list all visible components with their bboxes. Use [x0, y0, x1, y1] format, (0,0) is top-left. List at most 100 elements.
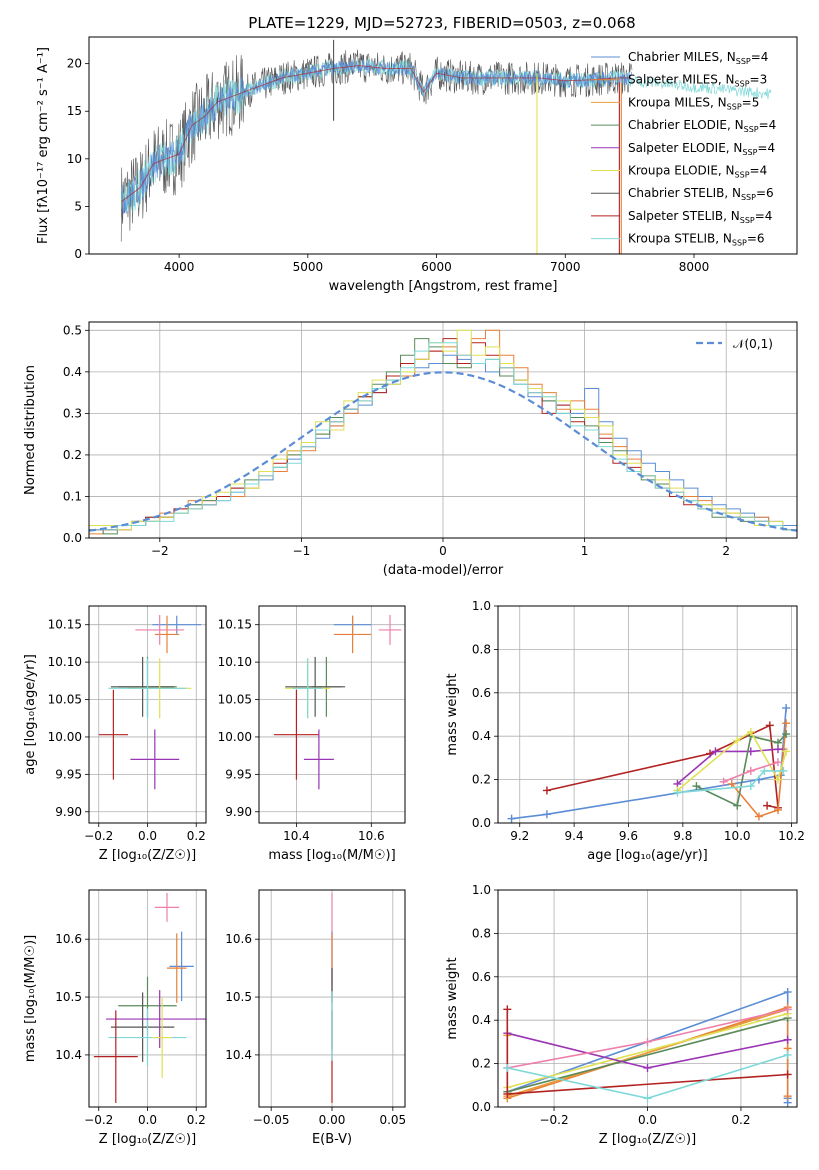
y-tick-label: 0.4 [472, 729, 491, 743]
weight-marker [765, 721, 774, 730]
plot-area-age_vs_mass [273, 614, 402, 790]
legend-label: Chabrier ELODIE, NSSP=4 [628, 118, 776, 134]
x-tick-label: 10.2 [778, 829, 805, 843]
y-tick-label: 10.15 [48, 618, 82, 632]
weight-marker [773, 738, 782, 747]
y-tick-label: 0.2 [63, 448, 82, 462]
weight-marker [783, 1092, 792, 1101]
weight-marker [727, 779, 736, 788]
normal-curve [89, 371, 797, 532]
x-tick-label: 7000 [550, 260, 581, 274]
y-tick-label: 10.05 [48, 693, 82, 707]
x-axis-label: (data-model)/error [383, 563, 504, 578]
weight-marker [760, 766, 769, 775]
weight-marker [783, 1035, 792, 1044]
x-tick-label: −0.05 [253, 1113, 290, 1127]
errorbar [135, 614, 185, 645]
y-tick-label: 9.95 [225, 767, 252, 781]
plot-area-spectrum [120, 39, 772, 254]
x-tick-label: 0.0 [138, 829, 157, 843]
legend-nssp: =4 [759, 118, 777, 132]
y-tick-label: 5 [74, 199, 82, 213]
legend-subscript: SSP [742, 148, 757, 157]
y-tick-label: 10 [67, 152, 82, 166]
y-tick-label: 0.8 [472, 926, 491, 940]
weight-marker [746, 782, 755, 791]
legend-subscript: SSP [735, 80, 750, 89]
y-tick-label: 0 [74, 247, 82, 261]
weight-marker [733, 736, 742, 745]
legend-name: Kroupa STELIB, N [628, 232, 732, 246]
weight-marker [773, 758, 782, 767]
legend-nssp: =3 [750, 73, 768, 87]
errorbar [292, 658, 323, 719]
legend-subscript: SSP [736, 57, 751, 66]
y-axis-label: mass weight [445, 673, 460, 755]
x-tick-label: −2 [151, 544, 169, 558]
legend-label: Chabrier MILES, NSSP=4 [628, 50, 768, 66]
legend-label: Kroupa STELIB, NSSP=6 [628, 232, 765, 248]
axes-frame [258, 605, 406, 824]
errorbar [285, 656, 346, 717]
y-tick-label: 10.10 [48, 655, 82, 669]
spectrum-line-red [629, 75, 772, 100]
legend-name: Chabrier STELIB, N [628, 186, 741, 200]
y-axis-label: mass weight [445, 957, 460, 1039]
legend-name: Salpeter MILES, N [628, 73, 735, 87]
y-tick-label: 10.00 [218, 730, 252, 744]
x-tick-label: 0.05 [379, 1113, 406, 1127]
x-tick-label: 4000 [164, 260, 195, 274]
weight-marker [773, 805, 782, 814]
x-tick-label: 0 [439, 544, 447, 558]
legend-label: Chabrier STELIB, NSSP=6 [628, 186, 774, 202]
chart-age_vs_Z: −0.2 0.0 0.2 9.90 9.95 10.00 10.05 10.10 10.15 Z … [23, 605, 207, 863]
y-tick-label: 9.90 [225, 805, 252, 819]
legend-nssp: =4 [755, 209, 773, 223]
y-tick-label: 0.3 [63, 406, 82, 420]
x-tick-label: 10.0 [724, 829, 751, 843]
axes-frame [88, 605, 207, 824]
plot-area-weight_vs_age [507, 703, 791, 823]
y-tick-label: 10.15 [218, 618, 252, 632]
errorbar [130, 729, 180, 790]
weight-marker [783, 987, 792, 996]
legend-nssp: =6 [756, 186, 774, 200]
y-tick-label: 0.6 [472, 970, 491, 984]
legend-name: Salpeter STELIB, N [628, 209, 740, 223]
weight-marker [782, 719, 791, 728]
spectrum-line [120, 49, 633, 242]
weight-marker [763, 801, 772, 810]
errorbar [152, 615, 202, 634]
y-tick-label: 15 [67, 104, 82, 118]
y-tick-label: 0.2 [472, 1057, 491, 1071]
y-axis-label: mass [log₁₀(M/M☉)] [23, 935, 38, 1062]
chart-weight_vs_Z: −0.2 0.0 0.2 0.0 0.2 0.4 0.6 0.8 1.0 Z [log₁₀(Z/Z… [445, 883, 798, 1147]
legend-subscript: SSP [744, 125, 759, 134]
x-tick-label: 1 [581, 544, 589, 558]
weight-marker [673, 788, 682, 797]
x-tick-label: 9.6 [619, 829, 638, 843]
weight-marker [719, 777, 728, 786]
residual-legend: 𝒩(0,1) [696, 337, 773, 351]
legend-subscript: SSP [727, 102, 742, 111]
axes-frame [497, 889, 798, 1108]
y-tick-label: 9.90 [55, 805, 82, 819]
spectrum-line [120, 58, 633, 213]
errorbar [93, 1010, 138, 1103]
legend-name: Salpeter ELODIE, N [628, 141, 742, 155]
y-tick-label: 10.4 [55, 1048, 82, 1062]
errorbar [98, 689, 128, 780]
y-tick-label: 10.00 [48, 730, 82, 744]
chart-spectrum: 4000 5000 6000 7000 8000 0 5 10 15 20 wavelength [… [36, 36, 798, 294]
legend-name: Chabrier ELODIE, N [628, 118, 744, 132]
weight-marker [503, 1063, 512, 1072]
chart-residuals: −2 −1 0 1 2 0.0 0.1 0.2 0.3 0.4 0.5 (data-model)/er… [23, 321, 798, 578]
legend-label: Salpeter STELIB, NSSP=4 [628, 209, 772, 225]
chart-mass_vs_Z: −0.2 0.0 0.2 10.4 10.5 10.6 Z [log₁₀(Z/Z☉)] mas… [23, 889, 207, 1147]
weight-marker [754, 812, 763, 821]
weight-series-line [677, 770, 784, 794]
legend-nssp: =4 [757, 141, 775, 155]
y-axis-label: Flux [fλ10⁻¹⁷ erg cm⁻² s⁻¹ A⁻¹] [36, 47, 51, 244]
